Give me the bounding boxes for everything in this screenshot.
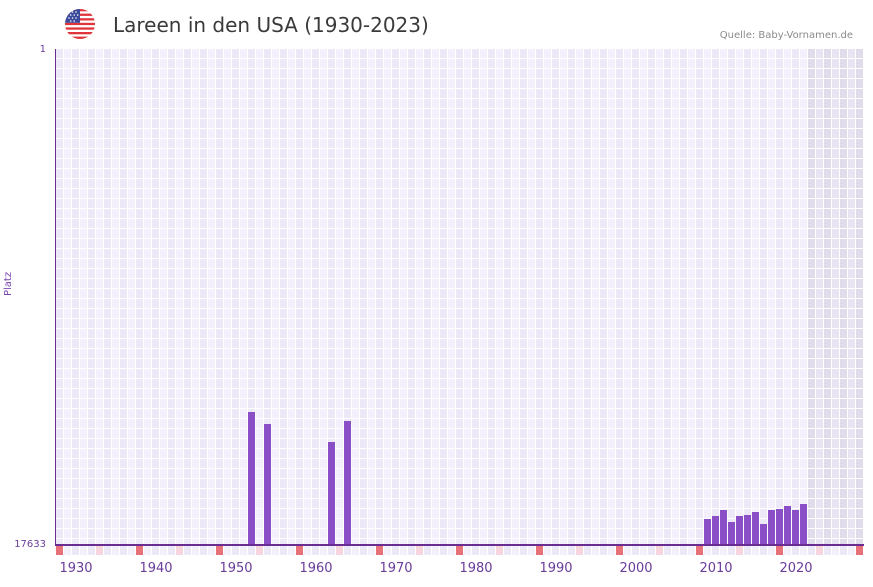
source-label: Quelle: Baby-Vornamen.de xyxy=(720,30,853,41)
x-tick-2020: 2020 xyxy=(776,561,816,576)
bar-1964 xyxy=(344,421,351,545)
bar-2011 xyxy=(720,510,727,545)
bar-2019 xyxy=(784,506,791,545)
x-tick-2010: 2010 xyxy=(696,561,736,576)
x-tick-1950: 1950 xyxy=(216,561,256,576)
x-tick-2000: 2000 xyxy=(616,561,656,576)
x-tick-1930: 1930 xyxy=(56,561,96,576)
x-tick-1940: 1940 xyxy=(136,561,176,576)
x-tick-1990: 1990 xyxy=(536,561,576,576)
bar-2016 xyxy=(760,524,767,545)
y-tick-bottom: 17633 xyxy=(8,539,46,550)
y-axis-line xyxy=(55,49,56,546)
x-axis-line xyxy=(55,544,864,546)
bar-2014 xyxy=(744,515,751,545)
x-tick-1970: 1970 xyxy=(376,561,416,576)
x-tick-1960: 1960 xyxy=(296,561,336,576)
bar-2013 xyxy=(736,516,743,545)
bar-2010 xyxy=(712,516,719,545)
y-tick-top: 1 xyxy=(20,44,46,55)
bar-2009 xyxy=(704,519,711,545)
bar-2020 xyxy=(792,510,799,545)
bar-2015 xyxy=(752,512,759,545)
x-tick-1980: 1980 xyxy=(456,561,496,576)
y-axis-label: Platz xyxy=(3,272,14,296)
us-flag-icon xyxy=(65,9,95,39)
chart-title: Lareen in den USA (1930-2023) xyxy=(113,13,429,37)
bar-1962 xyxy=(328,442,335,545)
bar-2021 xyxy=(800,504,807,545)
bar-1954 xyxy=(264,424,271,545)
bar-2017 xyxy=(768,510,775,545)
bar-1952 xyxy=(248,412,255,545)
bar-2018 xyxy=(776,509,783,545)
bar-2012 xyxy=(728,522,735,545)
